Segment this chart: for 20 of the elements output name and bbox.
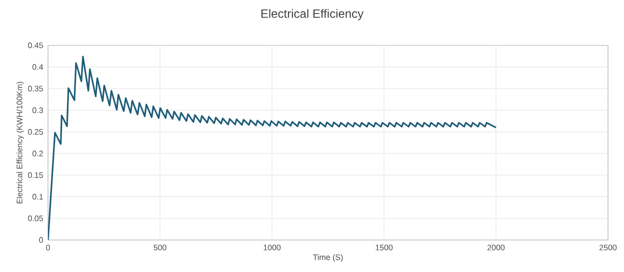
y-tick-label: 0.15: [28, 172, 43, 178]
x-tick-label: 0: [46, 244, 50, 250]
y-tick-label: 0.45: [28, 42, 43, 48]
y-tick-label: 0.1: [32, 194, 43, 200]
chart-title: Electrical Efficiency: [261, 9, 364, 20]
y-axis-title: Electrical Efficiency (KWH/100Km): [16, 82, 24, 204]
y-tick-label: 0.3: [32, 107, 43, 114]
x-tick-label: 2500: [600, 244, 617, 250]
line-series: [48, 56, 497, 240]
x-tick-label: 500: [154, 244, 166, 250]
y-tick-label: 0.4: [32, 64, 44, 70]
x-tick-label: 1000: [264, 244, 281, 250]
x-axis-title: Time (S): [313, 254, 343, 262]
y-tick-label: 0.35: [28, 86, 43, 92]
y-tick-label: 0.2: [32, 150, 43, 156]
y-tick-label: 0.25: [28, 129, 43, 135]
x-tick-label: 2000: [488, 244, 505, 250]
y-tick-label: 0: [39, 237, 43, 243]
y-tick-label: 0.05: [28, 216, 43, 222]
x-tick-label: 1500: [376, 244, 393, 250]
